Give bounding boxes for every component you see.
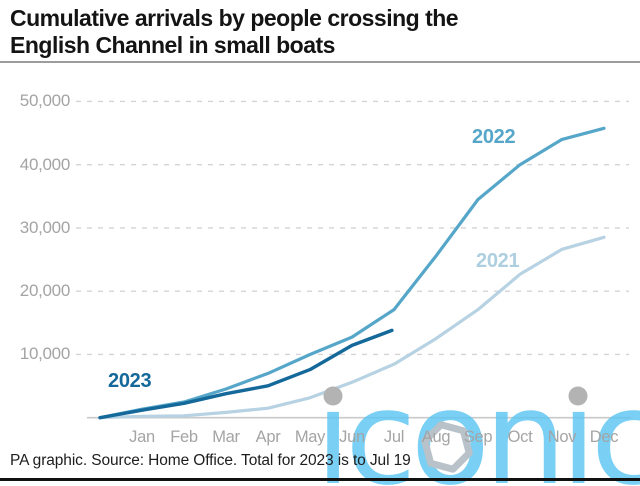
series-line-2021 — [98, 235, 606, 420]
x-axis-tick-label: Jul — [383, 428, 405, 446]
y-axis-tick-label: 20,000 — [19, 281, 71, 301]
watermark-dot-icon — [568, 386, 588, 406]
x-axis-tick-label: Nov — [547, 428, 577, 446]
series-label-2021: 2021 — [476, 250, 520, 272]
page-title: Cumulative arrivals by people crossing t… — [10, 5, 459, 58]
y-axis-tick-label: 40,000 — [19, 154, 71, 174]
y-axis-tick-label: 10,000 — [19, 344, 71, 364]
y-axis-tick-label: 50,000 — [19, 91, 71, 111]
bottom-divider — [0, 478, 640, 481]
x-axis-tick-label: Jun — [339, 428, 365, 446]
x-axis-tick-label: Sep — [463, 428, 493, 446]
x-axis-tick-label: Apr — [255, 428, 281, 446]
x-axis-tick-label: Dec — [589, 428, 619, 446]
series-label-2023: 2023 — [108, 370, 152, 392]
x-axis-tick-label: Feb — [170, 428, 198, 446]
series-line-2023 — [98, 328, 394, 420]
watermark-hexagon-icon — [421, 421, 473, 473]
x-axis-tick-label: Aug — [421, 428, 451, 446]
watermark-dot-icon — [323, 386, 343, 406]
x-axis-tick-label: Jan — [129, 428, 155, 446]
series-label-2022: 2022 — [472, 126, 516, 148]
source-note: PA graphic. Source: Home Office. Total f… — [10, 452, 411, 469]
x-axis-tick-label: Mar — [212, 428, 240, 446]
x-axis-tick-label: May — [294, 428, 326, 446]
title-divider — [0, 61, 640, 63]
x-axis-tick-label: Oct — [507, 428, 533, 446]
y-axis-tick-label: 30,000 — [19, 217, 71, 237]
